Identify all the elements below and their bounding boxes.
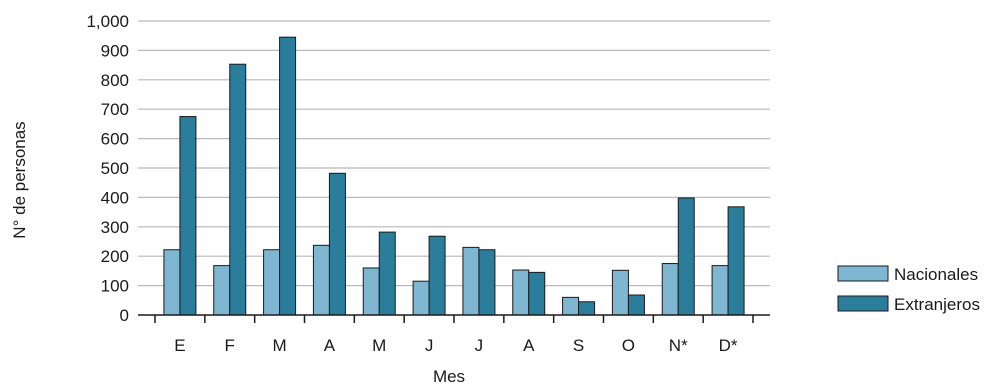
x-tick-label: F [225, 336, 235, 355]
x-tick-label: M [372, 336, 386, 355]
legend-label-nacionales: Nacionales [894, 265, 978, 284]
y-tick-label: 1,000 [86, 12, 129, 31]
bar-nacionales-3 [312, 244, 330, 316]
y-tick-label: 700 [101, 100, 129, 119]
legend: Nacionales Extranjeros [837, 265, 980, 314]
bar-extranjeros-3 [328, 172, 346, 316]
bar-nacionales-9 [611, 269, 629, 316]
y-tick-label: 900 [101, 41, 129, 60]
bar-nacionales-10 [661, 263, 679, 316]
y-tick-label: 400 [101, 188, 129, 207]
y-axis-title: N° de personas [10, 121, 29, 238]
bar-nacionales-7 [512, 269, 530, 316]
x-tick-label: M [272, 336, 286, 355]
y-tick-label: 200 [101, 247, 129, 266]
bar-extranjeros-4 [378, 231, 396, 316]
bar-extranjeros-1 [229, 63, 247, 316]
bar-nacionales-8 [562, 296, 580, 316]
bar-extranjeros-10 [677, 197, 695, 316]
x-tick-label: J [425, 336, 434, 355]
x-tick-label: D* [719, 336, 738, 355]
bar-nacionales-5 [412, 280, 430, 316]
x-tick-label: A [324, 336, 336, 355]
bar-nacionales-11 [711, 265, 729, 316]
bar-extranjeros-0 [179, 116, 197, 316]
y-tick-label: 800 [101, 71, 129, 90]
x-axis: E F M A M J J A S O N* D* [138, 314, 770, 355]
x-tick-label: S [573, 336, 584, 355]
y-tick-label: 500 [101, 159, 129, 178]
y-axis-ticks: 0 100 200 300 400 500 600 700 800 900 1,000 [86, 12, 129, 325]
x-tick-label: N* [669, 336, 688, 355]
bar-extranjeros-9 [627, 294, 645, 316]
x-axis-title: Mes [433, 367, 465, 386]
bar-nacionales-6 [462, 246, 480, 316]
bar-nacionales-4 [362, 267, 380, 316]
bar-extranjeros-2 [279, 36, 297, 316]
y-tick-label: 600 [101, 130, 129, 149]
bar-extranjeros-5 [428, 235, 446, 316]
legend-swatch-extranjeros [837, 295, 889, 312]
bar-extranjeros-8 [578, 301, 596, 316]
x-tick-label: O [622, 336, 635, 355]
x-tick-label: J [475, 336, 484, 355]
bar-extranjeros-6 [478, 249, 496, 316]
legend-swatch-nacionales [837, 265, 889, 282]
bar-nacionales-0 [163, 249, 181, 316]
x-tick-label: E [174, 336, 185, 355]
legend-label-extranjeros: Extranjeros [894, 295, 980, 314]
bar-nacionales-2 [263, 249, 281, 316]
bars [163, 36, 745, 316]
bar-nacionales-1 [213, 265, 231, 316]
y-tick-label: 300 [101, 218, 129, 237]
x-tick-label: A [523, 336, 535, 355]
y-tick-label: 0 [120, 306, 129, 325]
y-tick-label: 100 [101, 277, 129, 296]
bar-extranjeros-7 [528, 271, 546, 316]
bar-extranjeros-11 [727, 206, 745, 316]
